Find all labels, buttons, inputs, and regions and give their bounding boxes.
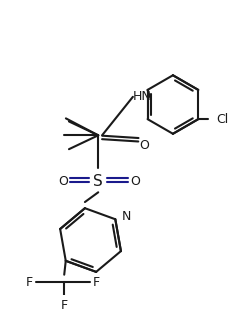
Text: Cl: Cl <box>216 113 228 125</box>
Text: N: N <box>121 210 131 223</box>
Text: O: O <box>130 175 140 188</box>
Text: F: F <box>93 276 100 289</box>
Text: O: O <box>58 175 68 188</box>
Text: HN: HN <box>133 90 152 103</box>
Text: S: S <box>93 174 103 189</box>
Text: O: O <box>140 139 149 152</box>
Text: F: F <box>26 276 33 289</box>
Text: F: F <box>61 299 68 312</box>
